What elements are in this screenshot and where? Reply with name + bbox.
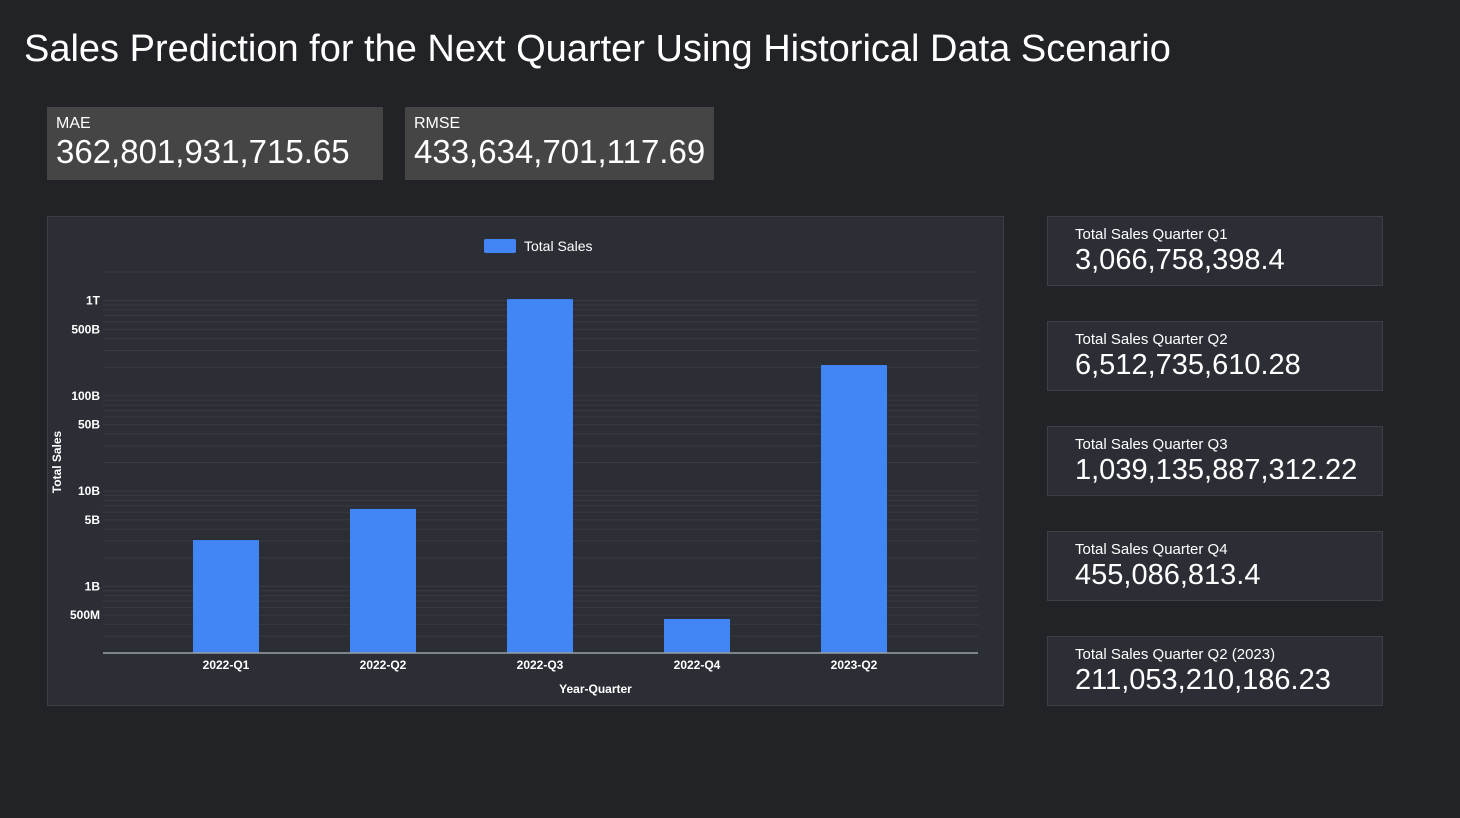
bar-2022-q2 xyxy=(350,508,416,653)
bar-2023-q2 xyxy=(821,365,887,653)
x-tick-label: 2022-Q3 xyxy=(517,658,564,672)
y-tick-label: 1B xyxy=(85,579,101,593)
page-title: Sales Prediction for the Next Quarter Us… xyxy=(24,28,1171,70)
bar-2022-q4 xyxy=(664,618,730,653)
kpi-card-q2-2023: Total Sales Quarter Q2 (2023) 211,053,21… xyxy=(1047,636,1383,706)
kpi-value-q2: 6,512,735,610.28 xyxy=(1075,349,1301,381)
y-axis-title: Total Sales xyxy=(50,430,64,493)
y-tick-label: 100B xyxy=(71,389,100,403)
x-tick-label: 2023-Q2 xyxy=(831,658,878,672)
y-tick-label: 50B xyxy=(78,418,100,432)
x-axis-title: Year-Quarter xyxy=(559,682,632,696)
x-tick-label: 2022-Q1 xyxy=(203,658,250,672)
kpi-value-q3: 1,039,135,887,312.22 xyxy=(1075,454,1358,486)
y-tick-label: 5B xyxy=(85,513,101,527)
bar-2022-q3 xyxy=(507,299,573,653)
x-tick-label: 2022-Q2 xyxy=(360,658,407,672)
total-sales-bar-chart[interactable]: 500M 1B 5B 10B 50B 100B 500B 1T 2022-Q1 2022-Q2 20… xyxy=(48,217,1005,707)
bar-2022-q1 xyxy=(193,540,259,653)
total-sales-chart-panel: 500M 1B 5B 10B 50B 100B 500B 1T 2022-Q1 2022-Q2 20… xyxy=(47,216,1004,706)
kpi-value-q2-2023: 211,053,210,186.23 xyxy=(1075,664,1331,696)
y-tick-label: 500B xyxy=(71,322,100,336)
mae-label: MAE xyxy=(56,115,91,132)
rmse-value: 433,634,701,117.69 xyxy=(414,133,706,170)
legend-swatch xyxy=(484,239,516,253)
kpi-card-q3: Total Sales Quarter Q3 1,039,135,887,312… xyxy=(1047,426,1383,496)
kpi-label-q2-2023: Total Sales Quarter Q2 (2023) xyxy=(1075,646,1276,663)
kpi-value-q4: 455,086,813.4 xyxy=(1075,559,1261,591)
kpi-card-q2: Total Sales Quarter Q2 6,512,735,610.28 xyxy=(1047,321,1383,391)
y-tick-label: 1T xyxy=(86,294,101,308)
legend-label: Total Sales xyxy=(524,238,592,254)
kpi-label-q2: Total Sales Quarter Q2 xyxy=(1075,331,1228,348)
kpi-label-q4: Total Sales Quarter Q4 xyxy=(1075,541,1228,558)
kpi-label-q1: Total Sales Quarter Q1 xyxy=(1075,226,1228,243)
rmse-label: RMSE xyxy=(414,115,461,132)
y-tick-label: 500M xyxy=(70,608,100,622)
kpi-card-q1: Total Sales Quarter Q1 3,066,758,398.4 xyxy=(1047,216,1383,286)
kpi-value-q1: 3,066,758,398.4 xyxy=(1075,244,1285,276)
y-tick-label: 10B xyxy=(78,484,100,498)
mae-metric-card: MAE 362,801,931,715.65 xyxy=(47,107,383,180)
mae-value: 362,801,931,715.65 xyxy=(56,133,350,170)
kpi-label-q3: Total Sales Quarter Q3 xyxy=(1075,436,1228,453)
rmse-metric-card: RMSE 433,634,701,117.69 xyxy=(405,107,714,180)
x-tick-label: 2022-Q4 xyxy=(674,658,721,672)
kpi-card-q4: Total Sales Quarter Q4 455,086,813.4 xyxy=(1047,531,1383,601)
